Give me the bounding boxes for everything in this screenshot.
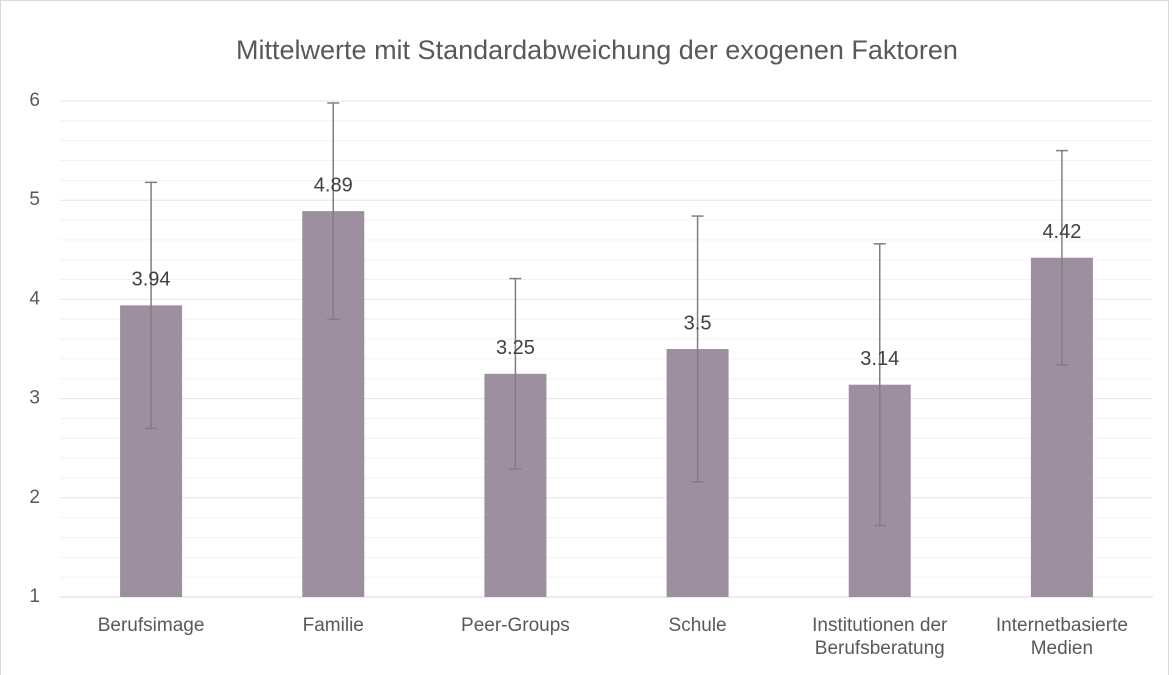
value-label: 3.25 (496, 337, 535, 359)
value-label: 3.14 (860, 348, 899, 370)
y-tick-label: 3 (29, 388, 40, 409)
y-tick-label: 5 (29, 189, 40, 210)
y-tick-label: 1 (29, 586, 40, 607)
y-tick-label: 6 (29, 90, 40, 111)
x-tick-label: Institutionen der Berufsberatung (812, 615, 948, 659)
y-tick-label: 2 (29, 487, 40, 508)
x-tick-label: Schule (668, 615, 727, 636)
value-label: 4.42 (1042, 221, 1081, 243)
x-tick-label: Peer-Groups (461, 615, 570, 636)
value-label: 4.89 (314, 174, 353, 196)
chart-title: Mittelwerte mit Standardabweichung der e… (236, 35, 958, 65)
x-tick-label: Berufsimage (97, 615, 205, 636)
x-tick-label: Internetbasierte Medien (995, 615, 1128, 659)
value-label: 3.94 (132, 269, 171, 291)
x-tick-label: Familie (302, 615, 364, 636)
y-tick-label: 4 (29, 288, 40, 309)
value-label: 3.5 (684, 312, 712, 334)
